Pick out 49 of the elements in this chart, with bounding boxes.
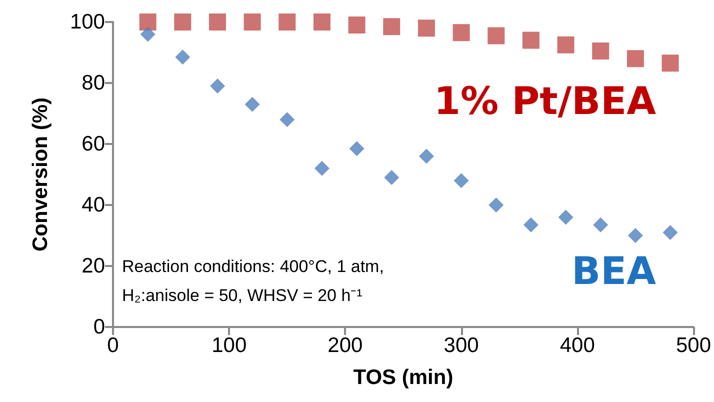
- y-axis-title: Conversion (%): [29, 97, 52, 252]
- point: [418, 148, 434, 164]
- point: [314, 160, 330, 176]
- point: [454, 173, 469, 188]
- y-tick-label: 20: [82, 254, 105, 278]
- point: [488, 27, 505, 44]
- point: [662, 54, 679, 72]
- series-label: BEA: [572, 249, 657, 293]
- point: [278, 14, 296, 30]
- x-tick-label: 200: [328, 334, 363, 357]
- point: [418, 20, 435, 37]
- annotation: Reaction conditions: 400°C, 1 atm, H₂:anisole = 50, WHSV = 20 h⁻¹: [122, 257, 384, 305]
- point: [592, 42, 610, 60]
- point: [383, 18, 400, 36]
- x-axis-title: TOS (min): [353, 366, 454, 389]
- point: [174, 14, 192, 30]
- point: [139, 14, 156, 30]
- x-tick-label: 100: [212, 334, 247, 357]
- y-tick-label: 100: [70, 10, 105, 34]
- x-tick-label: 400: [560, 334, 595, 357]
- x-tick-label: 0: [107, 334, 119, 357]
- y-tick-label: 60: [82, 132, 105, 156]
- point: [210, 78, 225, 94]
- point: [626, 50, 644, 68]
- point: [244, 96, 260, 112]
- point: [140, 26, 156, 42]
- point: [522, 32, 540, 49]
- x-tick-label: 500: [676, 334, 712, 357]
- point: [557, 36, 574, 54]
- point: [662, 224, 678, 240]
- point: [558, 210, 574, 225]
- point: [593, 217, 608, 232]
- x-tick-label: 300: [444, 334, 479, 357]
- point: [523, 217, 538, 232]
- series-label: 1% Pt/BEA: [434, 79, 657, 123]
- point: [628, 228, 643, 243]
- y-tick-label: 40: [82, 194, 105, 216]
- point: [208, 14, 226, 30]
- y-tick-label: 80: [82, 72, 105, 94]
- point: [452, 24, 470, 42]
- point: [348, 16, 366, 34]
- y-tick-label: 0: [93, 316, 105, 338]
- point: [175, 50, 190, 65]
- point: [349, 141, 364, 156]
- point: [280, 112, 295, 128]
- point: [313, 14, 330, 30]
- point: [244, 14, 261, 30]
- point: [488, 198, 504, 212]
- point: [384, 170, 400, 186]
